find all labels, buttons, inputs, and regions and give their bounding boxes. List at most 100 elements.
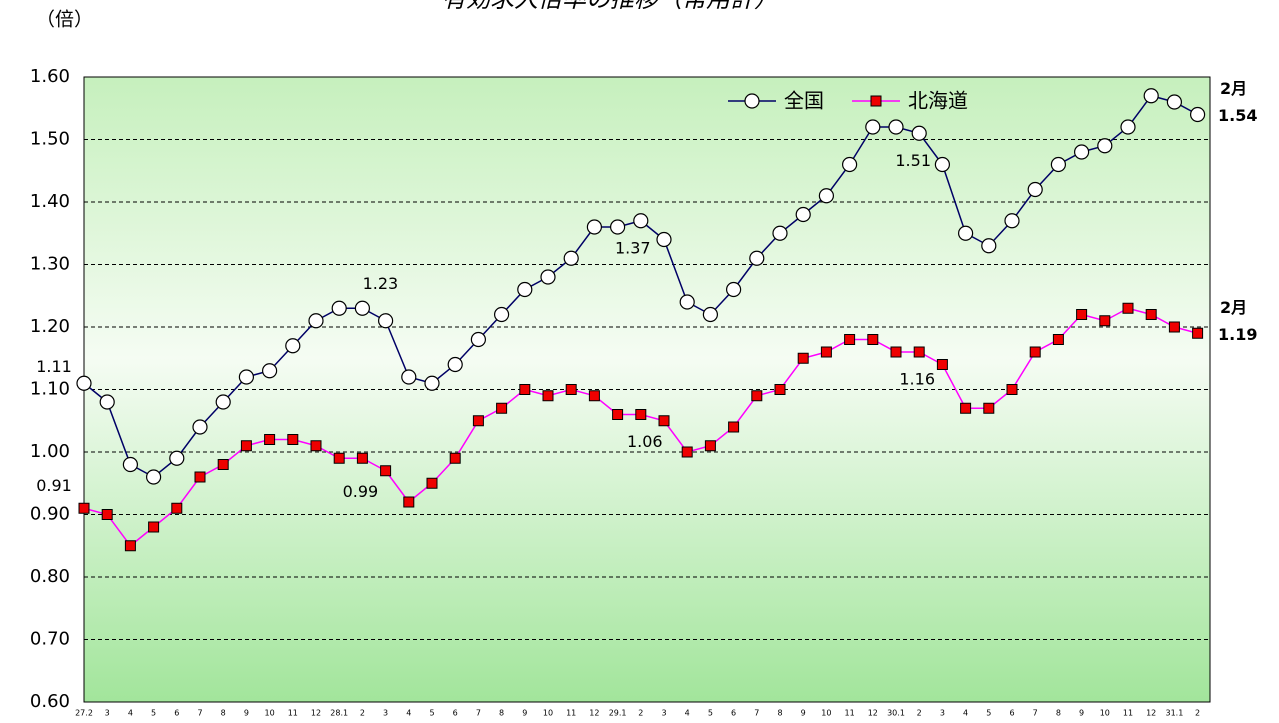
data-point: [215, 394, 231, 410]
x-tick-label: 9: [1079, 709, 1084, 718]
data-point: [285, 338, 301, 354]
data-point: [844, 334, 856, 345]
x-tick-label: 5: [708, 709, 713, 718]
x-tick-label: 10: [1100, 709, 1110, 718]
x-tick-label: 2: [917, 709, 922, 718]
data-point: [820, 346, 832, 358]
x-tick-label: 3: [105, 709, 110, 718]
data-point: [1168, 321, 1180, 333]
y-tick-label: 0.70: [30, 629, 70, 650]
y-tick-label: 0.80: [30, 566, 70, 587]
x-tick-label: 7: [1033, 709, 1038, 718]
data-point: [310, 440, 322, 452]
end-month-label: 2月: [1220, 298, 1247, 317]
x-tick-label: 2: [360, 709, 365, 718]
data-point: [194, 471, 206, 483]
data-point: [401, 369, 417, 385]
data-point: [841, 156, 858, 173]
data-point: [1050, 156, 1067, 173]
value-label: 1.51: [895, 151, 931, 170]
x-tick-label: 28.1: [330, 709, 348, 718]
x-tick-label: 10: [543, 709, 553, 718]
value-label: 1.16: [899, 370, 935, 389]
x-tick-label: 11: [845, 709, 855, 718]
x-tick-label: 3: [940, 709, 945, 718]
x-tick-label: 5: [986, 709, 991, 718]
data-point: [1122, 302, 1134, 314]
data-point: [960, 402, 972, 414]
legend-label: 全国: [784, 89, 824, 113]
y-tick-label: 1.10: [30, 379, 70, 400]
x-tick-label: 11: [288, 709, 298, 718]
data-point: [517, 281, 533, 298]
data-point: [957, 225, 974, 241]
data-point: [287, 434, 299, 445]
y-tick-label: 1.30: [30, 254, 70, 275]
data-point: [1027, 181, 1043, 198]
y-tick-label: 1.50: [30, 129, 70, 150]
data-point: [818, 188, 835, 204]
data-point: [679, 294, 695, 310]
data-point: [496, 402, 508, 414]
data-point: [890, 346, 902, 358]
y-tick-label: 0.60: [30, 691, 70, 712]
data-point: [913, 346, 925, 358]
x-tick-label: 11: [566, 709, 576, 718]
end-value-label: 1.54: [1218, 106, 1257, 125]
x-tick-label: 10: [265, 709, 275, 718]
x-tick-label: 12: [868, 709, 878, 718]
x-tick-label: 9: [244, 709, 249, 718]
data-point: [911, 125, 927, 141]
data-point: [612, 409, 624, 420]
value-label: 1.11: [36, 357, 72, 376]
data-point: [354, 300, 370, 316]
data-point: [1052, 334, 1064, 345]
x-tick-label: 3: [661, 709, 666, 718]
data-point: [1073, 144, 1090, 160]
x-tick-label: 27.2: [75, 709, 93, 718]
value-label: 1.23: [363, 274, 399, 293]
data-point: [795, 206, 811, 223]
data-point: [1099, 315, 1111, 327]
data-point: [1120, 119, 1136, 135]
data-point: [424, 375, 440, 391]
data-point: [867, 334, 879, 345]
data-point: [217, 459, 229, 470]
x-tick-label: 8: [1056, 709, 1061, 718]
x-tick-label: 10: [821, 709, 831, 718]
x-tick-label: 4: [963, 709, 968, 718]
x-tick-label: 12: [589, 709, 599, 718]
data-point: [751, 390, 763, 402]
x-tick-label: 12: [1146, 709, 1156, 718]
x-tick-label: 7: [754, 709, 759, 718]
data-point: [772, 225, 788, 241]
data-point: [519, 384, 531, 395]
data-point: [494, 306, 510, 323]
data-point: [888, 119, 904, 135]
data-point: [656, 231, 672, 248]
data-point: [101, 509, 113, 520]
data-point: [1166, 94, 1183, 110]
data-point: [1029, 346, 1041, 358]
data-point: [99, 394, 115, 410]
y-axis-unit: （倍）: [36, 9, 93, 31]
data-point: [586, 219, 603, 235]
data-point: [1145, 309, 1157, 320]
data-point: [749, 250, 765, 266]
data-point: [449, 452, 461, 464]
x-tick-label: 6: [174, 709, 179, 718]
x-tick-label: 29.1: [609, 709, 627, 718]
legend-marker: [870, 95, 882, 107]
value-label: 1.06: [627, 432, 663, 451]
data-point: [148, 521, 160, 533]
y-tick-label: 1.60: [30, 66, 70, 87]
y-tick-label: 0.90: [30, 504, 70, 525]
data-point: [633, 213, 649, 229]
data-point: [240, 440, 252, 452]
x-tick-label: 4: [406, 709, 411, 718]
data-point: [563, 250, 579, 266]
data-point: [146, 469, 162, 485]
x-tick-label: 2: [1195, 709, 1200, 718]
data-point: [1192, 327, 1204, 339]
x-tick-label: 4: [128, 709, 133, 718]
